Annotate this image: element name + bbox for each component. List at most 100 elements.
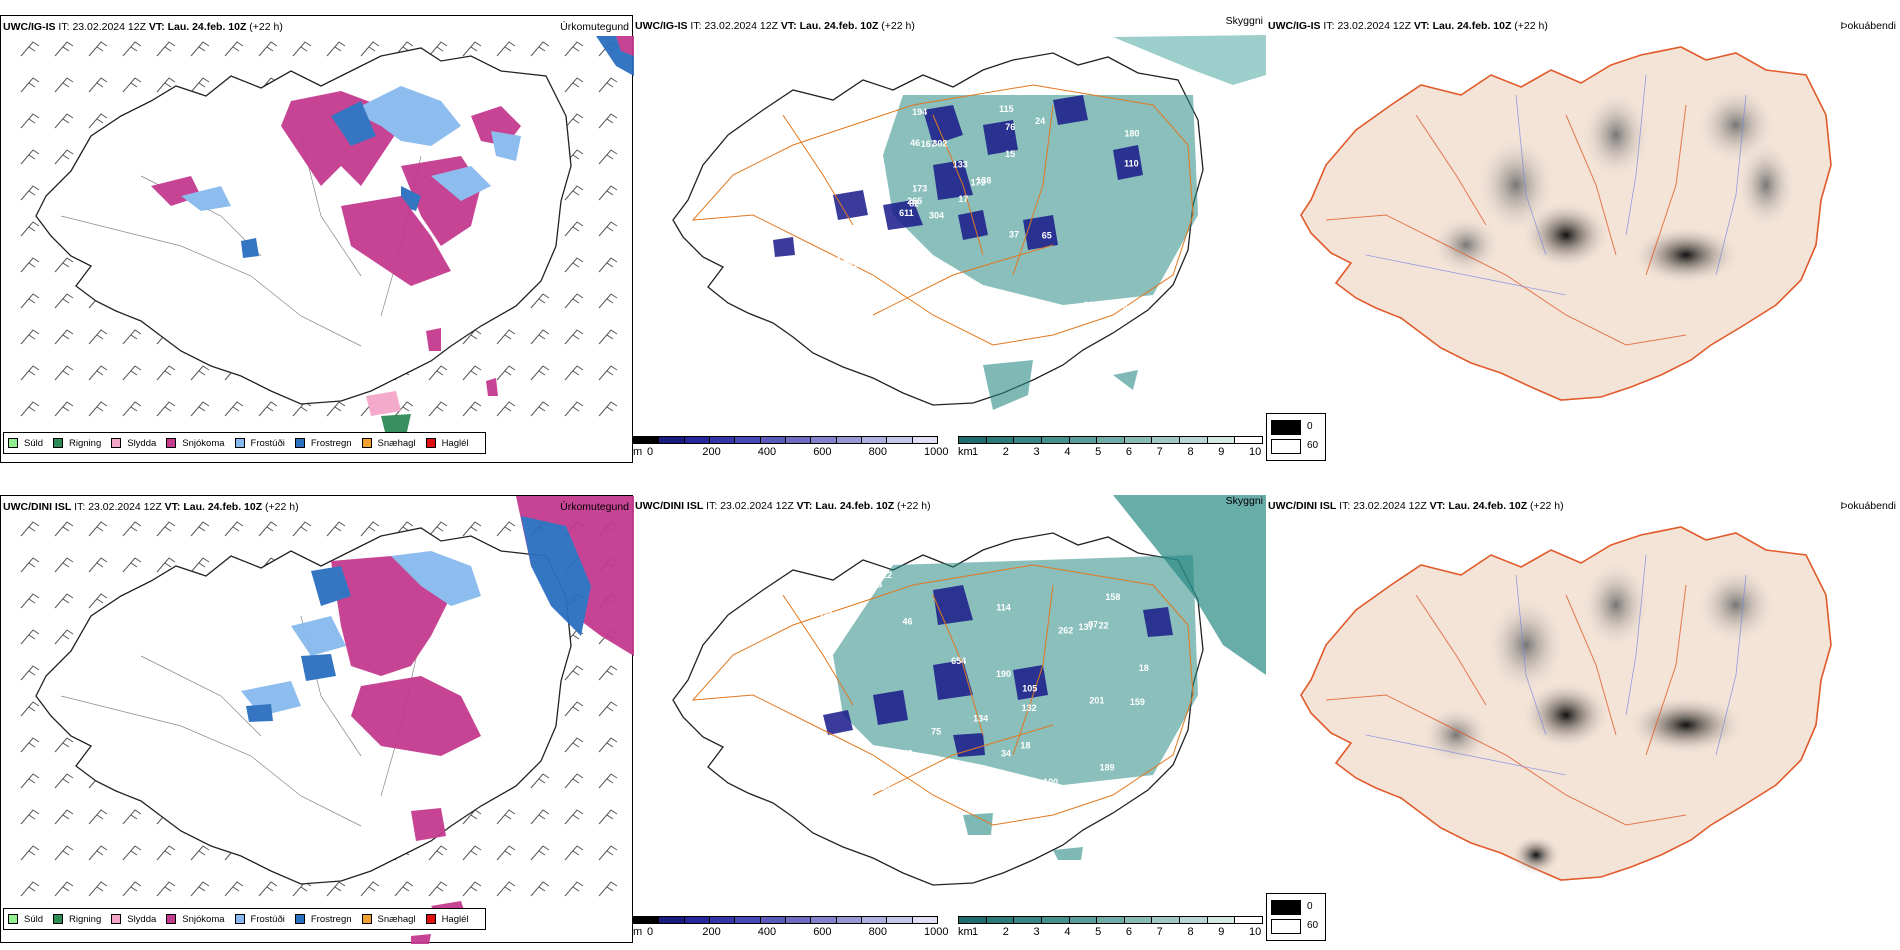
- ceiling-value-label: 262: [1058, 625, 1073, 635]
- colorbar-segment: [784, 916, 811, 924]
- wind-barb: [156, 845, 176, 861]
- ceiling-bar-ticks-top: m 0 200 400 600 800 1000: [633, 446, 948, 460]
- wind-barb: [20, 329, 40, 345]
- wind-barb: [122, 809, 142, 825]
- ceiling-value-label: 30: [774, 185, 784, 195]
- colorbar-unit: km: [958, 926, 973, 938]
- wind-barb: [20, 881, 40, 897]
- ceiling-value-label: 133: [953, 160, 968, 170]
- wind-barb: [156, 881, 176, 897]
- colorbar-tick: 5: [1095, 926, 1102, 938]
- ceiling-value-label: 115: [999, 104, 1014, 114]
- colorbar-segment: [1206, 916, 1235, 924]
- fog-field: [1431, 215, 1501, 275]
- wind-barb: [20, 593, 40, 609]
- wind-barb: [564, 257, 584, 273]
- wind-barb: [122, 329, 142, 345]
- ceiling-value-label: 163: [875, 782, 890, 792]
- ceiling-colorbar-top: [633, 436, 938, 452]
- wind-barb: [20, 293, 40, 309]
- fog-field: [1511, 835, 1561, 875]
- wind-barb: [190, 77, 210, 93]
- legend-item: Frostregn: [294, 914, 352, 925]
- ceiling-value-label: 110: [780, 136, 795, 146]
- ceiling-value-label: 167: [921, 139, 936, 149]
- colorbar-segment: [734, 916, 760, 924]
- wind-barb: [530, 845, 550, 861]
- legend-swatch: [361, 438, 372, 448]
- vis-fields: [883, 35, 1266, 410]
- colorbar-segment: [835, 436, 861, 444]
- legend-swatch: [361, 914, 372, 924]
- colorbar-segment: [1179, 916, 1207, 924]
- colorbar-segment: [1151, 436, 1180, 444]
- legend-item: Haglél: [425, 438, 469, 449]
- ceiling-value-label: 17: [958, 194, 968, 204]
- iceland-outline: [35, 527, 572, 885]
- wind-barb: [88, 77, 108, 93]
- legend-swatch: [111, 438, 122, 448]
- wind-barb: [54, 113, 74, 129]
- wind-barb: [122, 557, 142, 573]
- legend-swatch: [166, 438, 177, 448]
- legend-item: Snjókoma: [166, 438, 225, 449]
- wind-barb: [428, 401, 448, 417]
- wind-barb: [530, 401, 550, 417]
- wind-barb: [54, 845, 74, 861]
- wind-barb: [428, 881, 448, 897]
- colorbar-segment: [1040, 916, 1069, 924]
- wind-barb: [88, 881, 108, 897]
- colorbar-tick: 1: [972, 446, 979, 458]
- ceiling-value-label: 65: [1042, 231, 1052, 241]
- colorbar-segment: [1068, 916, 1097, 924]
- fog-field: [1521, 680, 1611, 750]
- ceiling-value-label: 15: [1005, 149, 1015, 159]
- colorbar-segment: [683, 916, 709, 924]
- ceiling-value-label: 75: [931, 726, 941, 736]
- wind-barb: [564, 809, 584, 825]
- ceiling-value-label: 96: [743, 178, 753, 188]
- colorbar-segment: [734, 436, 760, 444]
- fog-field: [1626, 695, 1746, 755]
- legend-swatch: [294, 438, 305, 448]
- ceiling-value-label: 145: [867, 580, 882, 590]
- wind-barb: [190, 41, 210, 57]
- colorbar-tick: 10: [1249, 446, 1262, 458]
- fog-legend-black-label: 0: [1307, 901, 1313, 912]
- wind-barb: [564, 845, 584, 861]
- colorbar-tick: 9: [1218, 926, 1225, 938]
- ceiling-value-label: 82: [781, 678, 791, 688]
- colorbar-tick: 400: [757, 926, 777, 938]
- wind-barb: [564, 773, 584, 789]
- colorbar-segment: [1040, 436, 1069, 444]
- legend-swatch: [234, 438, 245, 448]
- colorbar-tick: 0: [647, 446, 654, 458]
- ceiling-value-label: 24: [823, 569, 833, 579]
- wind-barb: [20, 221, 40, 237]
- vis-panel-bottom: 159 34 262 46 181 409 654 189 18 190 290 24 131 201 62…: [633, 495, 1266, 943]
- colorbar-unit: m: [633, 446, 643, 458]
- colorbar-segment: [860, 436, 887, 444]
- colorbar-tick: 10: [1249, 926, 1262, 938]
- wind-barb: [20, 629, 40, 645]
- fog-field: [1581, 90, 1651, 180]
- wind-barb: [360, 41, 380, 57]
- panel-type-vis-bottom: Skyggni: [1225, 495, 1263, 507]
- wind-barb: [598, 665, 618, 681]
- colorbar-tick: 200: [702, 926, 721, 938]
- wind-barb: [530, 809, 550, 825]
- colorbar-tick: 4: [1064, 446, 1071, 458]
- ceiling-value-label: 34: [1001, 748, 1011, 758]
- colorbar-tick: 6: [1125, 446, 1132, 458]
- wind-barb: [190, 881, 210, 897]
- colorbar-tick: 4: [1064, 926, 1071, 938]
- wind-barb: [292, 521, 312, 537]
- wind-barb: [428, 365, 448, 381]
- wind-barb: [598, 737, 618, 753]
- wind-barb: [598, 809, 618, 825]
- legend-swatch: [8, 438, 18, 448]
- wind-barb: [496, 329, 516, 345]
- wind-barb: [598, 329, 618, 345]
- wind-barb: [530, 881, 550, 897]
- ceiling-value-label: 46: [910, 138, 920, 148]
